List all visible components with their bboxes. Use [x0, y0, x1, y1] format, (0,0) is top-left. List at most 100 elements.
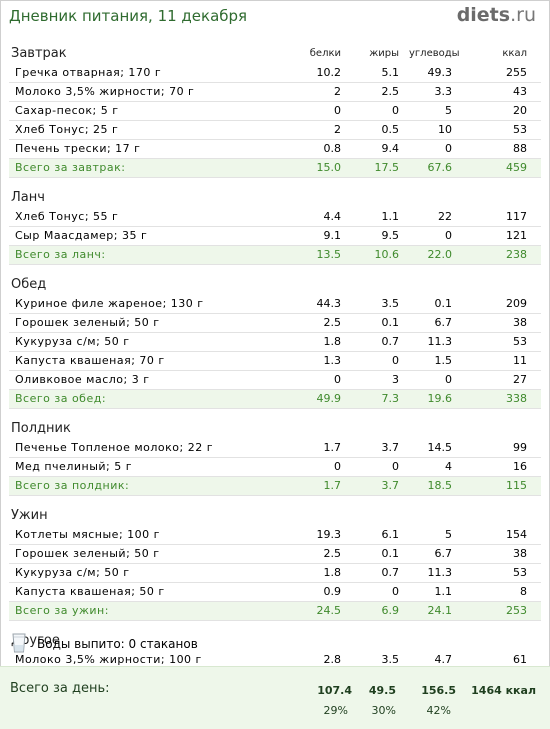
food-row[interactable]: Кукуруза с/м; 50 г 1.8 0.7 11.3 53	[9, 563, 541, 583]
food-kcal: 38	[464, 544, 541, 564]
meal-name: Ужин	[11, 508, 48, 523]
food-name[interactable]: Куриное филе жареное; 130 г	[9, 295, 292, 314]
food-name[interactable]: Хлеб Тонус; 25 г	[9, 120, 292, 140]
food-carbs: 0	[409, 139, 464, 159]
meal-total-label: Всего за завтрак:	[9, 158, 292, 178]
food-protein: 9.1	[292, 226, 357, 246]
day-total-fat: 49.5	[368, 684, 396, 697]
food-name[interactable]: Мед пчелиный; 5 г	[9, 457, 292, 477]
food-name[interactable]: Печенье Топленое молоко; 22 г	[9, 439, 292, 458]
food-carbs: 10	[409, 120, 464, 140]
food-row[interactable]: Горошек зеленый; 50 г 2.5 0.1 6.7 38	[9, 313, 541, 333]
site-logo[interactable]: diets.ru	[457, 4, 536, 26]
food-row[interactable]: Котлеты мясные; 100 г 19.3 6.1 5 154	[9, 526, 541, 545]
food-name[interactable]: Молоко 3,5% жирности; 100 г	[9, 651, 292, 670]
meal-header: Полдник	[9, 419, 541, 439]
food-name[interactable]: Гречка отварная; 170 г	[9, 64, 292, 83]
section-spacer	[9, 409, 541, 420]
food-row[interactable]: Горошек зеленый; 50 г 2.5 0.1 6.7 38	[9, 544, 541, 564]
meal-total-protein: 24.5	[292, 601, 357, 621]
food-row[interactable]: Хлеб Тонус; 55 г 4.4 1.1 22 117	[9, 208, 541, 227]
food-row[interactable]: Капуста квашеная; 70 г 1.3 0 1.5 11	[9, 351, 541, 371]
food-kcal: 53	[464, 332, 541, 352]
section-spacer	[9, 621, 541, 632]
food-row[interactable]: Гречка отварная; 170 г 10.2 5.1 49.3 255	[9, 64, 541, 83]
day-total-label: Всего за день:	[10, 681, 110, 696]
food-kcal: 53	[464, 563, 541, 583]
meal-total-kcal: 115	[464, 476, 541, 496]
food-row[interactable]: Печенье Топленое молоко; 22 г 1.7 3.7 14.5 9…	[9, 439, 541, 458]
food-row[interactable]: Сахар-песок; 5 г 0 0 5 20	[9, 101, 541, 121]
food-protein: 2.8	[292, 651, 357, 670]
food-fat: 0	[357, 582, 409, 602]
food-kcal: 38	[464, 313, 541, 333]
food-name[interactable]: Хлеб Тонус; 55 г	[9, 208, 292, 227]
food-carbs: 14.5	[409, 439, 464, 458]
meal-total-fat: 17.5	[357, 158, 409, 178]
food-fat: 0.1	[357, 313, 409, 333]
food-protein: 1.7	[292, 439, 357, 458]
meal-total-fat: 3.7	[357, 476, 409, 496]
meal-name: Обед	[11, 277, 47, 292]
food-row[interactable]: Молоко 3,5% жирности; 100 г 2.8 3.5 4.7 61	[9, 651, 541, 670]
food-name[interactable]: Кукуруза с/м; 50 г	[9, 332, 292, 352]
food-protein: 2	[292, 120, 357, 140]
meal-total-carbs: 24.1	[409, 601, 464, 621]
food-name[interactable]: Горошек зеленый; 50 г	[9, 544, 292, 564]
food-carbs: 22	[409, 208, 464, 227]
section-spacer	[9, 265, 541, 276]
food-protein: 2.5	[292, 313, 357, 333]
food-fat: 0	[357, 101, 409, 121]
food-kcal: 27	[464, 370, 541, 390]
food-name[interactable]: Кукуруза с/м; 50 г	[9, 563, 292, 583]
meal-name: Завтрак	[11, 46, 67, 61]
food-row[interactable]: Кукуруза с/м; 50 г 1.8 0.7 11.3 53	[9, 332, 541, 352]
food-fat: 2.5	[357, 82, 409, 102]
logo-suffix: .ru	[510, 4, 536, 26]
food-fat: 0	[357, 457, 409, 477]
meals-table: Завтрак белки жиры углеводы ккал Гречка отвар…	[9, 44, 541, 670]
column-header-carbs: углеводы	[409, 48, 460, 59]
food-carbs: 4.7	[409, 651, 464, 670]
empty-cell	[292, 275, 357, 295]
meal-total-row: Всего за обед: 49.9 7.3 19.6 338	[9, 389, 541, 409]
glass-icon[interactable]	[12, 633, 26, 653]
food-name[interactable]: Котлеты мясные; 100 г	[9, 526, 292, 545]
header: Дневник питания, 11 декабря diets.ru	[0, 0, 550, 34]
food-row[interactable]: Куриное филе жареное; 130 г 44.3 3.5 0.1 209	[9, 295, 541, 314]
food-protein: 0	[292, 457, 357, 477]
meal-total-protein: 1.7	[292, 476, 357, 496]
food-name[interactable]: Печень трески; 17 г	[9, 139, 292, 159]
empty-cell	[357, 631, 409, 651]
food-carbs: 0	[409, 226, 464, 246]
empty-cell	[357, 506, 409, 526]
page-title: Дневник питания, 11 декабря	[9, 7, 248, 25]
food-row[interactable]: Оливковое масло; 3 г 0 3 0 27	[9, 370, 541, 390]
column-header-protein: белки	[309, 48, 341, 59]
meal-total-protein: 15.0	[292, 158, 357, 178]
food-carbs: 3.3	[409, 82, 464, 102]
food-kcal: 121	[464, 226, 541, 246]
food-name[interactable]: Капуста квашеная; 70 г	[9, 351, 292, 371]
food-name[interactable]: Горошек зеленый; 50 г	[9, 313, 292, 333]
food-name[interactable]: Оливковое масло; 3 г	[9, 370, 292, 390]
food-row[interactable]: Сыр Маасдамер; 35 г 9.1 9.5 0 121	[9, 226, 541, 246]
food-row[interactable]: Хлеб Тонус; 25 г 2 0.5 10 53	[9, 120, 541, 140]
food-protein: 1.8	[292, 563, 357, 583]
empty-cell	[357, 419, 409, 439]
food-row[interactable]: Капуста квашеная; 50 г 0.9 0 1.1 8	[9, 582, 541, 602]
food-name[interactable]: Сыр Маасдамер; 35 г	[9, 226, 292, 246]
empty-cell	[409, 419, 464, 439]
food-name[interactable]: Капуста квашеная; 50 г	[9, 582, 292, 602]
food-row[interactable]: Молоко 3,5% жирности; 70 г 2 2.5 3.3 43	[9, 82, 541, 102]
food-protein: 0	[292, 370, 357, 390]
food-carbs: 49.3	[409, 64, 464, 83]
food-name[interactable]: Молоко 3,5% жирности; 70 г	[9, 82, 292, 102]
food-row[interactable]: Печень трески; 17 г 0.8 9.4 0 88	[9, 139, 541, 159]
food-kcal: 20	[464, 101, 541, 121]
meal-total-label: Всего за ужин:	[9, 601, 292, 621]
food-row[interactable]: Мед пчелиный; 5 г 0 0 4 16	[9, 457, 541, 477]
food-name[interactable]: Сахар-песок; 5 г	[9, 101, 292, 121]
food-protein: 0.8	[292, 139, 357, 159]
food-carbs: 6.7	[409, 544, 464, 564]
